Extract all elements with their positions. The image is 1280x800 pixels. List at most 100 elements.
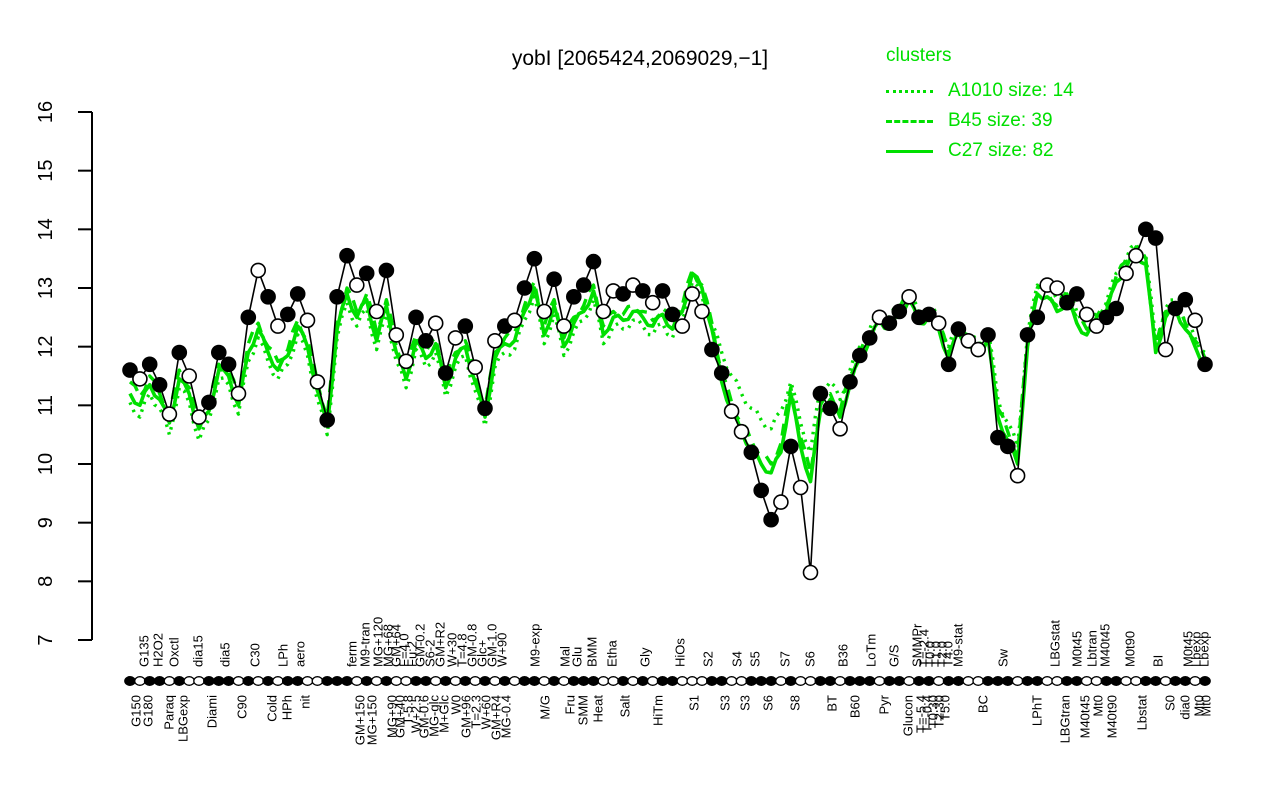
condition-strip-dot <box>962 676 975 686</box>
x-axis-label-bottom: M40t90 <box>1105 695 1120 738</box>
condition-strip-dot <box>1139 676 1152 686</box>
x-axis-label-bottom: LPhT <box>1030 695 1045 726</box>
data-point-filled <box>999 438 1016 455</box>
condition-strip-dot <box>873 676 886 686</box>
x-axis-label-top: dia15 <box>191 635 206 667</box>
x-axis-label-bottom: Mt0 <box>1192 695 1207 717</box>
data-point-open <box>930 315 947 332</box>
x-axis-label-bottom: T=2.3 <box>469 695 484 729</box>
x-axis-label-bottom: M40t45 <box>1078 695 1093 738</box>
condition-strip-dot <box>923 676 935 686</box>
x-axis-label-bottom: M/G <box>538 695 553 720</box>
data-point-open <box>970 341 987 358</box>
condition-strip-dot <box>686 676 699 686</box>
x-axis-label-top: G/S <box>887 644 902 667</box>
condition-strip-dot <box>203 676 215 686</box>
x-axis-label-top: B36 <box>836 644 851 667</box>
x-axis-label-top: Lbtran <box>1085 630 1100 667</box>
data-point-open <box>250 262 267 279</box>
x-axis-label-bottom: W0 <box>449 695 464 715</box>
condition-strip-dot <box>341 676 353 686</box>
x-axis-label-bottom: G150 <box>129 695 144 727</box>
x-axis-label-bottom: Mt0 <box>1199 695 1214 717</box>
x-axis-label-top: T0:0 <box>923 641 938 667</box>
x-axis-label-top: T4:0 <box>941 641 956 667</box>
x-axis-label-top: S4 <box>730 651 745 667</box>
condition-strip-dot <box>390 676 403 686</box>
condition-strip-dot <box>1061 676 1073 686</box>
data-point-open <box>1128 247 1144 264</box>
y-tick-label: 9 <box>35 517 57 528</box>
x-axis-label-bottom: Glucon <box>901 695 916 736</box>
condition-strip-dot <box>1080 676 1093 686</box>
condition-strip-dot <box>1169 676 1182 686</box>
data-point-filled <box>339 247 355 264</box>
x-axis-label-top: W+90 <box>495 633 510 667</box>
data-point-filled <box>319 412 336 428</box>
condition-strip-dot <box>1070 676 1083 686</box>
data-point-open <box>901 288 917 305</box>
data-point-filled <box>1059 294 1075 311</box>
data-point-open <box>181 368 197 384</box>
dotted-line-sample <box>886 89 933 93</box>
y-tick-label: 16 <box>35 101 57 123</box>
x-axis-label-top: M40t45 <box>1098 624 1113 667</box>
x-axis-label-bottom: Fru <box>563 695 578 715</box>
condition-strip-dot <box>982 676 994 686</box>
x-axis-label-top: S2 <box>701 651 716 667</box>
condition-strip-dot <box>242 676 255 686</box>
data-point-filled <box>526 250 543 267</box>
condition-strip-dot <box>173 676 186 686</box>
condition-strip-dot <box>469 676 482 686</box>
condition-strip-dot <box>1189 676 1201 686</box>
legend-title: clusters <box>886 45 952 66</box>
data-point-filled <box>575 277 592 293</box>
data-point-filled <box>1138 221 1154 238</box>
condition-strip-dot <box>143 676 156 686</box>
x-axis-label-top: HiOs <box>673 638 688 667</box>
condition-strip-dot <box>765 676 777 686</box>
data-point-filled <box>408 309 424 326</box>
condition-strip-dot <box>350 676 363 686</box>
x-axis-label-bottom: B60 <box>848 695 863 718</box>
condition-strip-dot <box>834 676 846 686</box>
condition-strip-dot <box>232 676 245 686</box>
data-point-open <box>536 303 553 320</box>
condition-strip-dot <box>617 676 629 686</box>
x-axis-label-top: Lbexp <box>1189 632 1204 667</box>
x-axis-label-bottom: T5:0 <box>938 695 953 721</box>
chart-title: yobI [2065424,2069029,−1] <box>511 47 769 70</box>
data-point-open <box>1118 265 1134 282</box>
condition-strip-dot <box>804 676 817 686</box>
condition-strip-dot <box>301 676 314 686</box>
condition-strip-dot <box>1179 676 1192 686</box>
x-axis-label-top: MG+120 <box>371 617 386 667</box>
condition-strip-dot <box>1149 676 1162 686</box>
data-point-open <box>230 385 247 402</box>
data-point-filled <box>289 286 306 302</box>
data-point-open <box>1009 467 1026 484</box>
x-axis-label-top: S5 <box>748 651 763 667</box>
condition-strip-dot <box>597 676 610 686</box>
condition-strip-dot <box>1090 676 1103 686</box>
condition-strip-dot <box>893 676 906 686</box>
x-axis-label-top: C30 <box>248 643 263 667</box>
condition-strip-dot <box>627 676 639 686</box>
data-point-open <box>773 494 789 510</box>
condition-strip-dot <box>587 676 600 686</box>
data-point-filled <box>980 327 996 343</box>
condition-strip-dot <box>735 676 748 686</box>
condition-strip-dot <box>567 676 580 686</box>
x-axis-label-top: H2O2 <box>151 633 166 667</box>
data-point-open <box>368 303 385 320</box>
x-axis-label-top: Oxctl <box>167 637 182 667</box>
condition-strip-dot <box>222 676 235 686</box>
x-axis-label-bottom: GM-0.6 <box>417 695 432 738</box>
data-point-filled <box>851 347 868 364</box>
data-point-filled <box>842 374 858 390</box>
x-axis-label-top: S7 <box>778 651 793 667</box>
data-point-filled <box>1069 286 1085 302</box>
condition-strip-dot <box>498 676 511 686</box>
x-axis-label-bottom: M+Glc <box>437 695 452 733</box>
